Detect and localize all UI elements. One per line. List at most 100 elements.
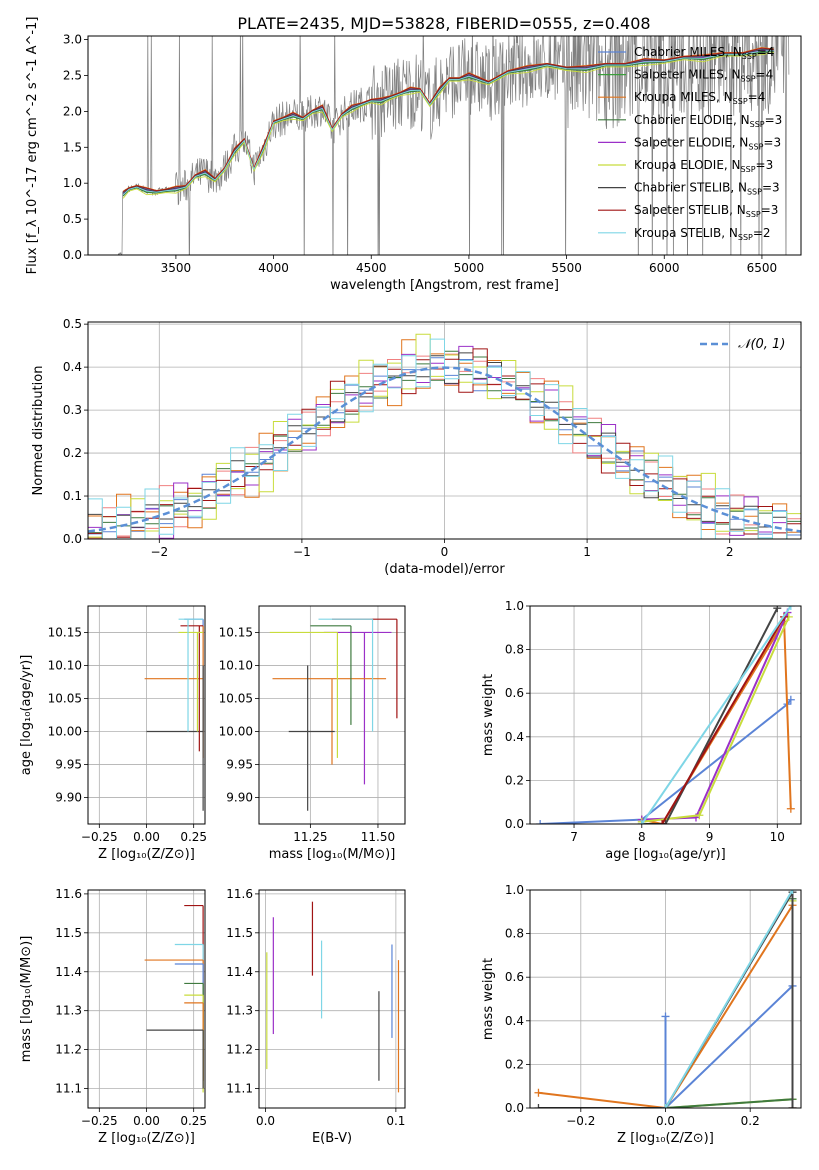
x-tick-label: 0.2 xyxy=(741,1114,760,1128)
plot-area xyxy=(117,36,790,255)
plot-area xyxy=(144,904,204,1093)
x-tick-label: 10 xyxy=(770,830,785,844)
y-tick-label: 11.3 xyxy=(226,1004,253,1018)
y-tick-label: 0.2 xyxy=(63,446,82,460)
y-tick-label: 11.6 xyxy=(55,887,82,901)
x-axis-label: wavelength [Angstrom, rest frame] xyxy=(330,278,559,293)
y-tick-label: 2.0 xyxy=(63,104,82,118)
x-tick-label: 4500 xyxy=(356,261,387,275)
y-tick-label: 0.2 xyxy=(505,1057,524,1071)
x-axis-label: Z [log₁₀(Z/Z⊙)] xyxy=(98,1131,195,1146)
mass-weight-vs-age-plot: 7 8 9 10 0.0 0.2 0.4 0.6 0.8 1.0 age [log₁₀(age/yr… xyxy=(481,599,802,862)
weight-line xyxy=(640,606,792,824)
axes-frame xyxy=(258,605,406,825)
y-tick-label: 9.90 xyxy=(226,791,253,805)
plot-area xyxy=(144,618,204,811)
legend-entry: Chabrier ELODIE, NSSP=3 xyxy=(634,113,782,129)
age-vs-mass-plot: 11.25 11.50 9.90 9.95 10.00 10.05 10.10 10.15 ma… xyxy=(219,605,406,862)
x-tick-label: 8 xyxy=(638,830,646,844)
x-tick-label: 9 xyxy=(706,830,714,844)
y-tick-label: 0.5 xyxy=(63,212,82,226)
y-axis-label: Flux [f_λ 10^-17 erg cm^-2 s^-1 A^-1] xyxy=(25,17,40,275)
axes-frame xyxy=(258,889,406,1109)
weight-marker xyxy=(786,606,795,610)
y-tick-label: 9.90 xyxy=(55,791,82,805)
legend-entry: Chabrier STELIB, NSSP=3 xyxy=(634,181,780,197)
y-tick-label: 10.00 xyxy=(219,725,253,739)
axes-frame xyxy=(87,35,802,256)
y-tick-label: 11.1 xyxy=(55,1082,82,1096)
y-axis-label: Normed distribution xyxy=(31,366,46,496)
y-tick-label: 11.1 xyxy=(226,1082,253,1096)
weight-line xyxy=(540,699,792,824)
x-tick-label: 5500 xyxy=(551,261,582,275)
y-tick-label: 2.5 xyxy=(63,68,82,82)
weight-marker xyxy=(661,1104,670,1108)
model-line xyxy=(122,52,774,199)
legend-entry: Kroupa MILES, NSSP=4 xyxy=(634,90,765,106)
x-tick-label: −1 xyxy=(293,545,311,559)
normal-curve xyxy=(88,366,801,533)
y-tick-label: 0.3 xyxy=(63,403,82,417)
y-tick-label: 11.4 xyxy=(226,965,253,979)
y-tick-label: 0.5 xyxy=(63,317,82,331)
y-tick-label: 11.3 xyxy=(55,1004,82,1018)
legend-entry: Salpeter STELIB, NSSP=3 xyxy=(634,203,778,219)
x-tick-label: −2 xyxy=(150,545,168,559)
model-line xyxy=(122,47,774,193)
plot-area xyxy=(534,890,797,1108)
y-tick-label: 0.2 xyxy=(505,773,524,787)
plot-area xyxy=(269,618,398,811)
x-axis-label: Z [log₁₀(Z/Z⊙)] xyxy=(98,847,195,862)
axes-frame xyxy=(529,605,802,825)
x-tick-label: 0.25 xyxy=(180,1114,207,1128)
y-tick-label: 0.8 xyxy=(505,927,524,941)
legend-entry: Salpeter MILES, NSSP=4 xyxy=(634,68,773,84)
weight-marker xyxy=(534,1088,543,1097)
legend-entry: 𝒩(0, 1) xyxy=(738,337,785,352)
weight-marker xyxy=(661,1012,670,1021)
mass-weight-vs-metallicity-plot: −0.2 0.0 0.2 0.0 0.2 0.4 0.6 0.8 1.0 Z [log₁₀(Z/Z… xyxy=(481,883,802,1146)
model-line xyxy=(122,50,774,196)
legend-entry: Kroupa ELODIE, NSSP=3 xyxy=(634,158,773,174)
x-tick-label: 7 xyxy=(570,830,578,844)
x-axis-label: (data-model)/error xyxy=(384,562,505,577)
weight-marker xyxy=(788,1104,797,1108)
age-vs-metallicity-plot: −0.25 0.00 0.25 9.90 9.95 10.00 10.05 10.10 10.1… xyxy=(19,605,207,862)
weight-line xyxy=(661,616,785,824)
plot-area xyxy=(266,901,400,1093)
x-tick-label: 0.00 xyxy=(133,830,160,844)
y-tick-label: 1.0 xyxy=(505,883,524,897)
weight-marker xyxy=(786,804,795,813)
weight-marker xyxy=(536,820,545,824)
spectrum-plot: 3500 4000 4500 5000 5500 6000 6500 0.0 0.5 1.0 1.5… xyxy=(25,17,802,293)
y-tick-label: 11.6 xyxy=(226,887,253,901)
x-axis-label: mass [log₁₀(M/M⊙)] xyxy=(269,847,396,862)
y-tick-label: 0.4 xyxy=(505,730,524,744)
y-tick-label: 0.6 xyxy=(505,970,524,984)
x-tick-label: 11.50 xyxy=(361,830,395,844)
x-tick-label: 1 xyxy=(583,545,591,559)
mass-vs-metallicity-plot: −0.25 0.00 0.25 11.1 11.2 11.3 11.4 11.5 11.6 Z [… xyxy=(19,887,207,1146)
y-tick-label: 0.0 xyxy=(63,248,82,262)
x-axis-label: Z [log₁₀(Z/Z⊙)] xyxy=(617,1131,714,1146)
model-line xyxy=(122,49,774,194)
weight-line xyxy=(664,890,794,1108)
weight-marker xyxy=(661,820,670,824)
x-tick-label: 4000 xyxy=(258,261,289,275)
x-tick-label: 11.25 xyxy=(293,830,327,844)
x-tick-label: 0.25 xyxy=(180,830,207,844)
legend-entry: Salpeter ELODIE, NSSP=3 xyxy=(634,135,781,151)
y-tick-label: 1.0 xyxy=(505,599,524,613)
y-tick-label: 11.4 xyxy=(55,965,82,979)
y-tick-label: 10.10 xyxy=(219,658,253,672)
y-tick-label: 10.00 xyxy=(48,725,82,739)
mass-vs-ebv-plot: 0.0 0.1 11.1 11.2 11.3 11.4 11.5 11.6 E(B-V) xyxy=(226,887,406,1146)
x-tick-label: 0.1 xyxy=(386,1114,405,1128)
plot-area xyxy=(536,606,795,824)
x-tick-label: 0.00 xyxy=(133,1114,160,1128)
weight-marker xyxy=(658,820,667,824)
y-tick-label: 0.8 xyxy=(505,643,524,657)
y-tick-label: 9.95 xyxy=(226,758,253,772)
